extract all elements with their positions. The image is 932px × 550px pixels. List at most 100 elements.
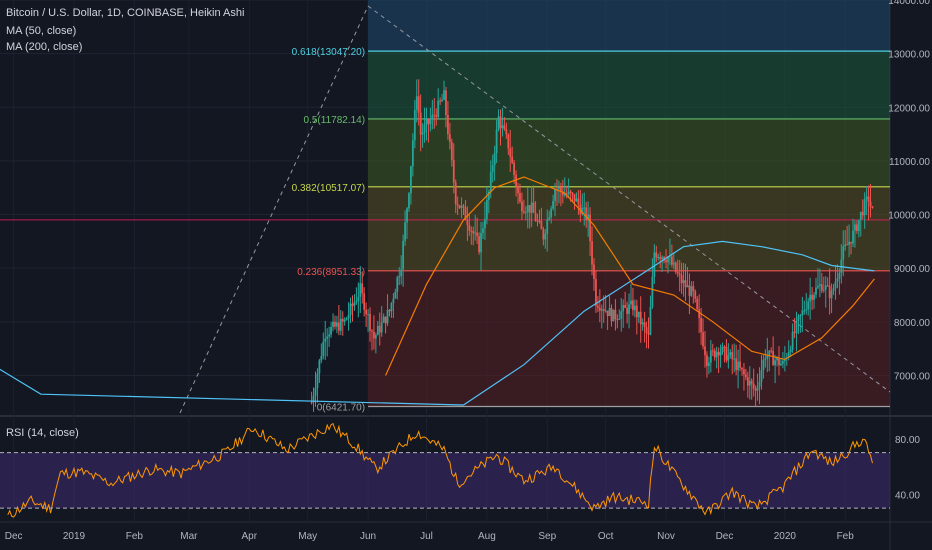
candle-body — [569, 191, 572, 194]
candle-body — [624, 305, 627, 308]
candle-body — [733, 358, 736, 360]
candle-body — [423, 124, 426, 133]
candle-body — [655, 252, 658, 258]
candle-body — [445, 90, 447, 116]
candle-body — [495, 129, 498, 154]
candle-body — [491, 165, 494, 172]
candle-body — [704, 346, 706, 356]
candle-body — [509, 148, 512, 157]
candle-body — [567, 191, 570, 195]
candle-body — [871, 206, 874, 209]
candle-body — [410, 166, 412, 194]
candle-body — [682, 280, 685, 284]
candle-body — [795, 320, 798, 333]
candle-body — [406, 208, 408, 223]
candle-body — [711, 350, 714, 352]
candle-body — [443, 90, 445, 100]
candle-body — [820, 284, 823, 291]
candle-body — [649, 306, 652, 335]
time-tick-label: Aug — [478, 531, 496, 542]
candle-body — [633, 305, 636, 311]
candle-body — [622, 305, 625, 312]
candle-body — [392, 298, 395, 304]
chart-title: Bitcoin / U.S. Dollar, 1D, COINBASE, Hei… — [6, 7, 245, 19]
candle-body — [830, 290, 833, 299]
fib-zone — [368, 0, 890, 52]
candle-body — [519, 193, 521, 202]
candle-body — [339, 318, 342, 331]
candle-body — [698, 309, 701, 318]
fib-zone — [368, 118, 890, 187]
candle-body — [639, 311, 642, 325]
candle-body — [676, 271, 679, 274]
candle-body — [803, 310, 806, 312]
candle-body — [573, 193, 576, 202]
candle-body — [546, 219, 549, 234]
candle-body — [653, 252, 656, 277]
candle-body — [316, 373, 319, 389]
candle-body — [680, 275, 683, 284]
time-tick-label: Nov — [657, 531, 675, 542]
candle-body — [855, 224, 858, 232]
candle-body — [857, 219, 860, 232]
candle-body — [388, 310, 391, 312]
candle-body — [565, 193, 568, 195]
candle-body — [709, 350, 712, 363]
candle-body — [353, 302, 356, 306]
candle-body — [349, 303, 352, 315]
candle-body — [616, 319, 619, 321]
candle-body — [678, 273, 681, 276]
candle-body — [398, 276, 401, 278]
candle-body — [659, 257, 662, 259]
candle-body — [589, 214, 591, 242]
candle-body — [563, 193, 566, 196]
price-tick-label: 10000.00 — [888, 211, 930, 222]
candle-body — [466, 220, 469, 225]
candle-body — [731, 352, 734, 360]
candle-body — [791, 331, 794, 350]
candle-body — [807, 301, 810, 310]
candle-body — [345, 318, 348, 320]
candle-body — [822, 289, 825, 291]
candle-body — [450, 142, 453, 161]
candle-body — [596, 305, 599, 308]
candle-body — [361, 283, 364, 294]
fib-level-label: 0(6421.70) — [317, 402, 365, 413]
candle-body — [540, 221, 543, 230]
candle-body — [330, 327, 332, 335]
candle-body — [462, 205, 465, 208]
candle-body — [425, 119, 428, 125]
time-tick-label: Sep — [538, 531, 556, 542]
time-tick-label: Dec — [716, 531, 734, 542]
candle-body — [760, 370, 763, 382]
candle-body — [328, 334, 331, 337]
price-tick-label: 13000.00 — [888, 50, 930, 61]
candle-body — [694, 291, 697, 299]
candle-body — [320, 356, 323, 361]
candle-body — [667, 257, 669, 263]
fib-zone — [368, 270, 890, 407]
candle-body — [805, 309, 808, 311]
candle-body — [641, 322, 644, 325]
candle-body — [378, 325, 381, 333]
candle-body — [737, 361, 739, 371]
price-tick-label: 11000.00 — [889, 157, 930, 168]
candle-body — [411, 140, 414, 167]
candle-body — [581, 208, 584, 215]
candle-body — [343, 319, 346, 322]
candle-body — [715, 351, 718, 358]
candle-body — [859, 211, 862, 220]
candle-body — [318, 360, 321, 374]
candle-body — [781, 361, 784, 364]
candle-body — [706, 355, 708, 367]
time-tick-label: Dec — [5, 531, 23, 542]
candle-body — [314, 388, 317, 396]
candle-body — [600, 309, 603, 311]
candle-body — [741, 367, 743, 370]
candle-body — [456, 204, 459, 206]
candle-body — [606, 310, 609, 317]
candle-body — [772, 351, 775, 366]
time-tick-label: Feb — [837, 531, 855, 542]
candle-body — [610, 307, 613, 322]
